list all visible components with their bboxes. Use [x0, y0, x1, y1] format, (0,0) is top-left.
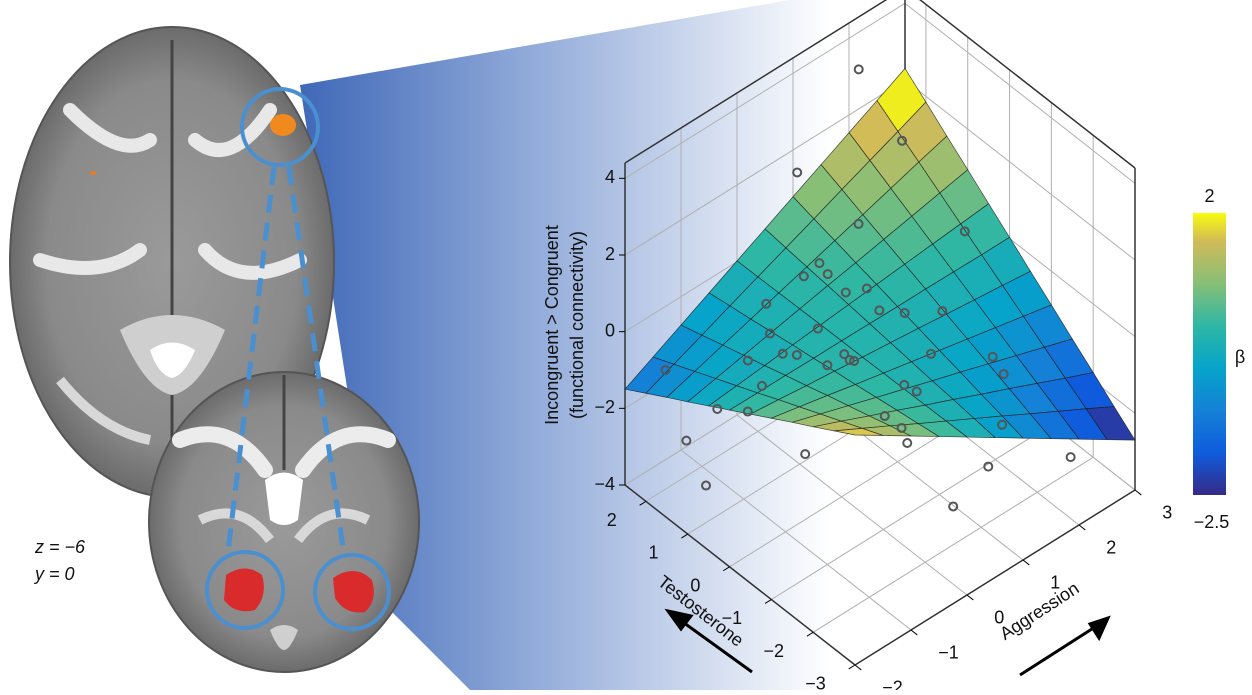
tick-mark [911, 630, 917, 635]
z-tick-label: 0 [605, 320, 615, 340]
z-tick-label: −2 [594, 397, 615, 417]
x-tick-label: −3 [805, 674, 826, 691]
y-tick-label: −1 [938, 643, 959, 663]
page: z = −6 y = 0 Incongruent > Congruent (fu… [0, 0, 1252, 690]
z-axis-title-line: Incongruent > Congruent [542, 225, 562, 425]
tick-mark [1135, 490, 1141, 495]
annotation: z = −6 [34, 537, 86, 557]
tick-mark [967, 595, 973, 600]
tick-mark [1023, 560, 1029, 565]
y-tick-label: 0 [994, 608, 1004, 628]
y-tick-label: 2 [1106, 538, 1116, 558]
arrow [1020, 627, 1095, 675]
z-axis-title-line: (functional connectivity) [567, 231, 587, 419]
x-tick-label: 1 [649, 543, 659, 563]
activation-blob [224, 569, 264, 612]
z-tick-label: 4 [605, 167, 615, 187]
data-point [949, 502, 957, 510]
colorbar [1193, 213, 1226, 495]
x-tick-label: −2 [763, 641, 784, 661]
data-point [903, 439, 911, 447]
x-tick-label: −1 [722, 608, 743, 628]
x-tick-label: 0 [690, 575, 700, 595]
box-edge [855, 490, 1135, 665]
annotation: y = 0 [33, 564, 75, 584]
y-tick-label: 3 [1162, 503, 1172, 523]
y-tick-label: 1 [1050, 573, 1060, 593]
tick-mark [855, 665, 861, 670]
z-tick-label: 2 [605, 244, 615, 264]
activation-blob [270, 114, 296, 136]
tick-mark [1079, 525, 1085, 530]
data-point [1067, 453, 1075, 461]
colorbar-tick-label: 2 [1204, 186, 1214, 206]
data-point [855, 65, 863, 73]
colorbar-tick-label: −2.5 [1194, 512, 1230, 532]
colorbar-label: β [1235, 347, 1245, 367]
tick-mark [849, 665, 855, 669]
y-axis-title: Aggression [996, 578, 1082, 644]
x-tick-label: 2 [607, 510, 617, 530]
coronal-brain [149, 372, 419, 672]
figure: z = −6 y = 0 Incongruent > Congruent (fu… [0, 0, 1252, 690]
y-tick-label: −2 [882, 678, 903, 690]
z-tick-label: −4 [594, 474, 615, 494]
arrow-head [1090, 618, 1108, 638]
